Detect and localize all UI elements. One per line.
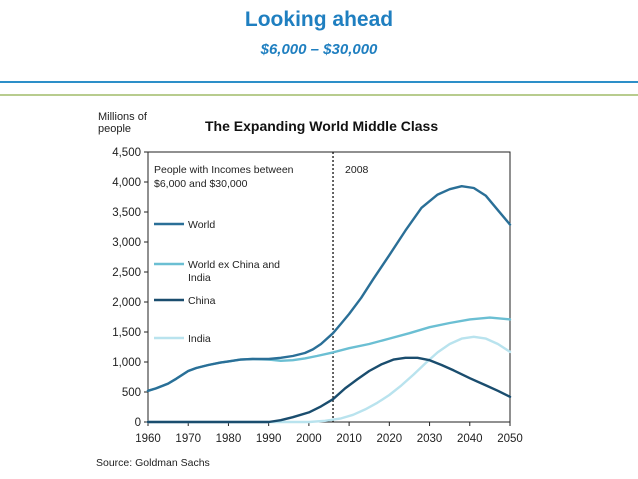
legend-title-line-1: People with Incomes between bbox=[154, 164, 294, 176]
y-axis-label-line-2: people bbox=[98, 123, 131, 135]
legend-label-china: China bbox=[188, 295, 216, 307]
series-line-china bbox=[146, 356, 512, 424]
y-tick-label: 1,000 bbox=[112, 357, 141, 369]
y-tick-label: 4,500 bbox=[112, 147, 141, 159]
y-axis-ticks: 0 500 1,000 1,500 2,000 2,500 3,000 3,500 4,000 4… bbox=[112, 147, 148, 429]
y-tick-label: 500 bbox=[122, 387, 141, 399]
y-tick-label: 0 bbox=[135, 417, 141, 429]
plot-frame bbox=[147, 151, 511, 423]
x-tick-label: 1980 bbox=[216, 433, 242, 445]
series-line-india bbox=[146, 335, 512, 424]
series-lines bbox=[146, 185, 512, 424]
source-note: Source: Goldman Sachs bbox=[96, 457, 210, 469]
x-tick-label: 1990 bbox=[256, 433, 282, 445]
header-divider-green bbox=[0, 94, 638, 96]
legend-label-world-ex-china-and-india: India bbox=[188, 272, 211, 284]
x-tick-label: 2030 bbox=[417, 433, 443, 445]
x-axis-ticks: 1960 1970 1980 1990 2000 2010 2020 2030 2040 2050 bbox=[135, 422, 523, 445]
x-tick-label: 1960 bbox=[135, 433, 161, 445]
y-tick-label: 2,000 bbox=[112, 297, 141, 309]
legend-title-line-2: $6,000 and $30,000 bbox=[154, 178, 248, 190]
y-tick-label: 3,000 bbox=[112, 237, 141, 249]
y-axis-label-line-1: Millions of bbox=[98, 111, 148, 123]
legend-label-world-ex-china-and-india: World ex China and bbox=[188, 259, 280, 271]
slide-title: Looking ahead bbox=[244, 8, 394, 31]
chart-title: The Expanding World Middle Class bbox=[205, 118, 438, 134]
series-line-world-ex-china-and-india bbox=[146, 316, 512, 392]
y-tick-label: 2,500 bbox=[112, 267, 141, 279]
y-tick-label: 4,000 bbox=[112, 177, 141, 189]
x-tick-label: 2010 bbox=[336, 433, 362, 445]
header-divider-blue bbox=[0, 81, 638, 83]
year-2008-marker-label: 2008 bbox=[345, 164, 369, 176]
x-tick-label: 1970 bbox=[175, 433, 201, 445]
x-tick-label: 2040 bbox=[457, 433, 483, 445]
series-line-world bbox=[146, 185, 512, 392]
legend-label-india: India bbox=[188, 333, 211, 345]
x-tick-label: 2050 bbox=[497, 433, 523, 445]
y-tick-label: 3,500 bbox=[112, 207, 141, 219]
y-tick-label: 1,500 bbox=[112, 327, 141, 339]
x-tick-label: 2020 bbox=[377, 433, 403, 445]
slide-subtitle: $6,000 – $30,000 bbox=[260, 41, 378, 58]
legend-label-world: World bbox=[188, 219, 215, 231]
x-tick-label: 2000 bbox=[296, 433, 322, 445]
